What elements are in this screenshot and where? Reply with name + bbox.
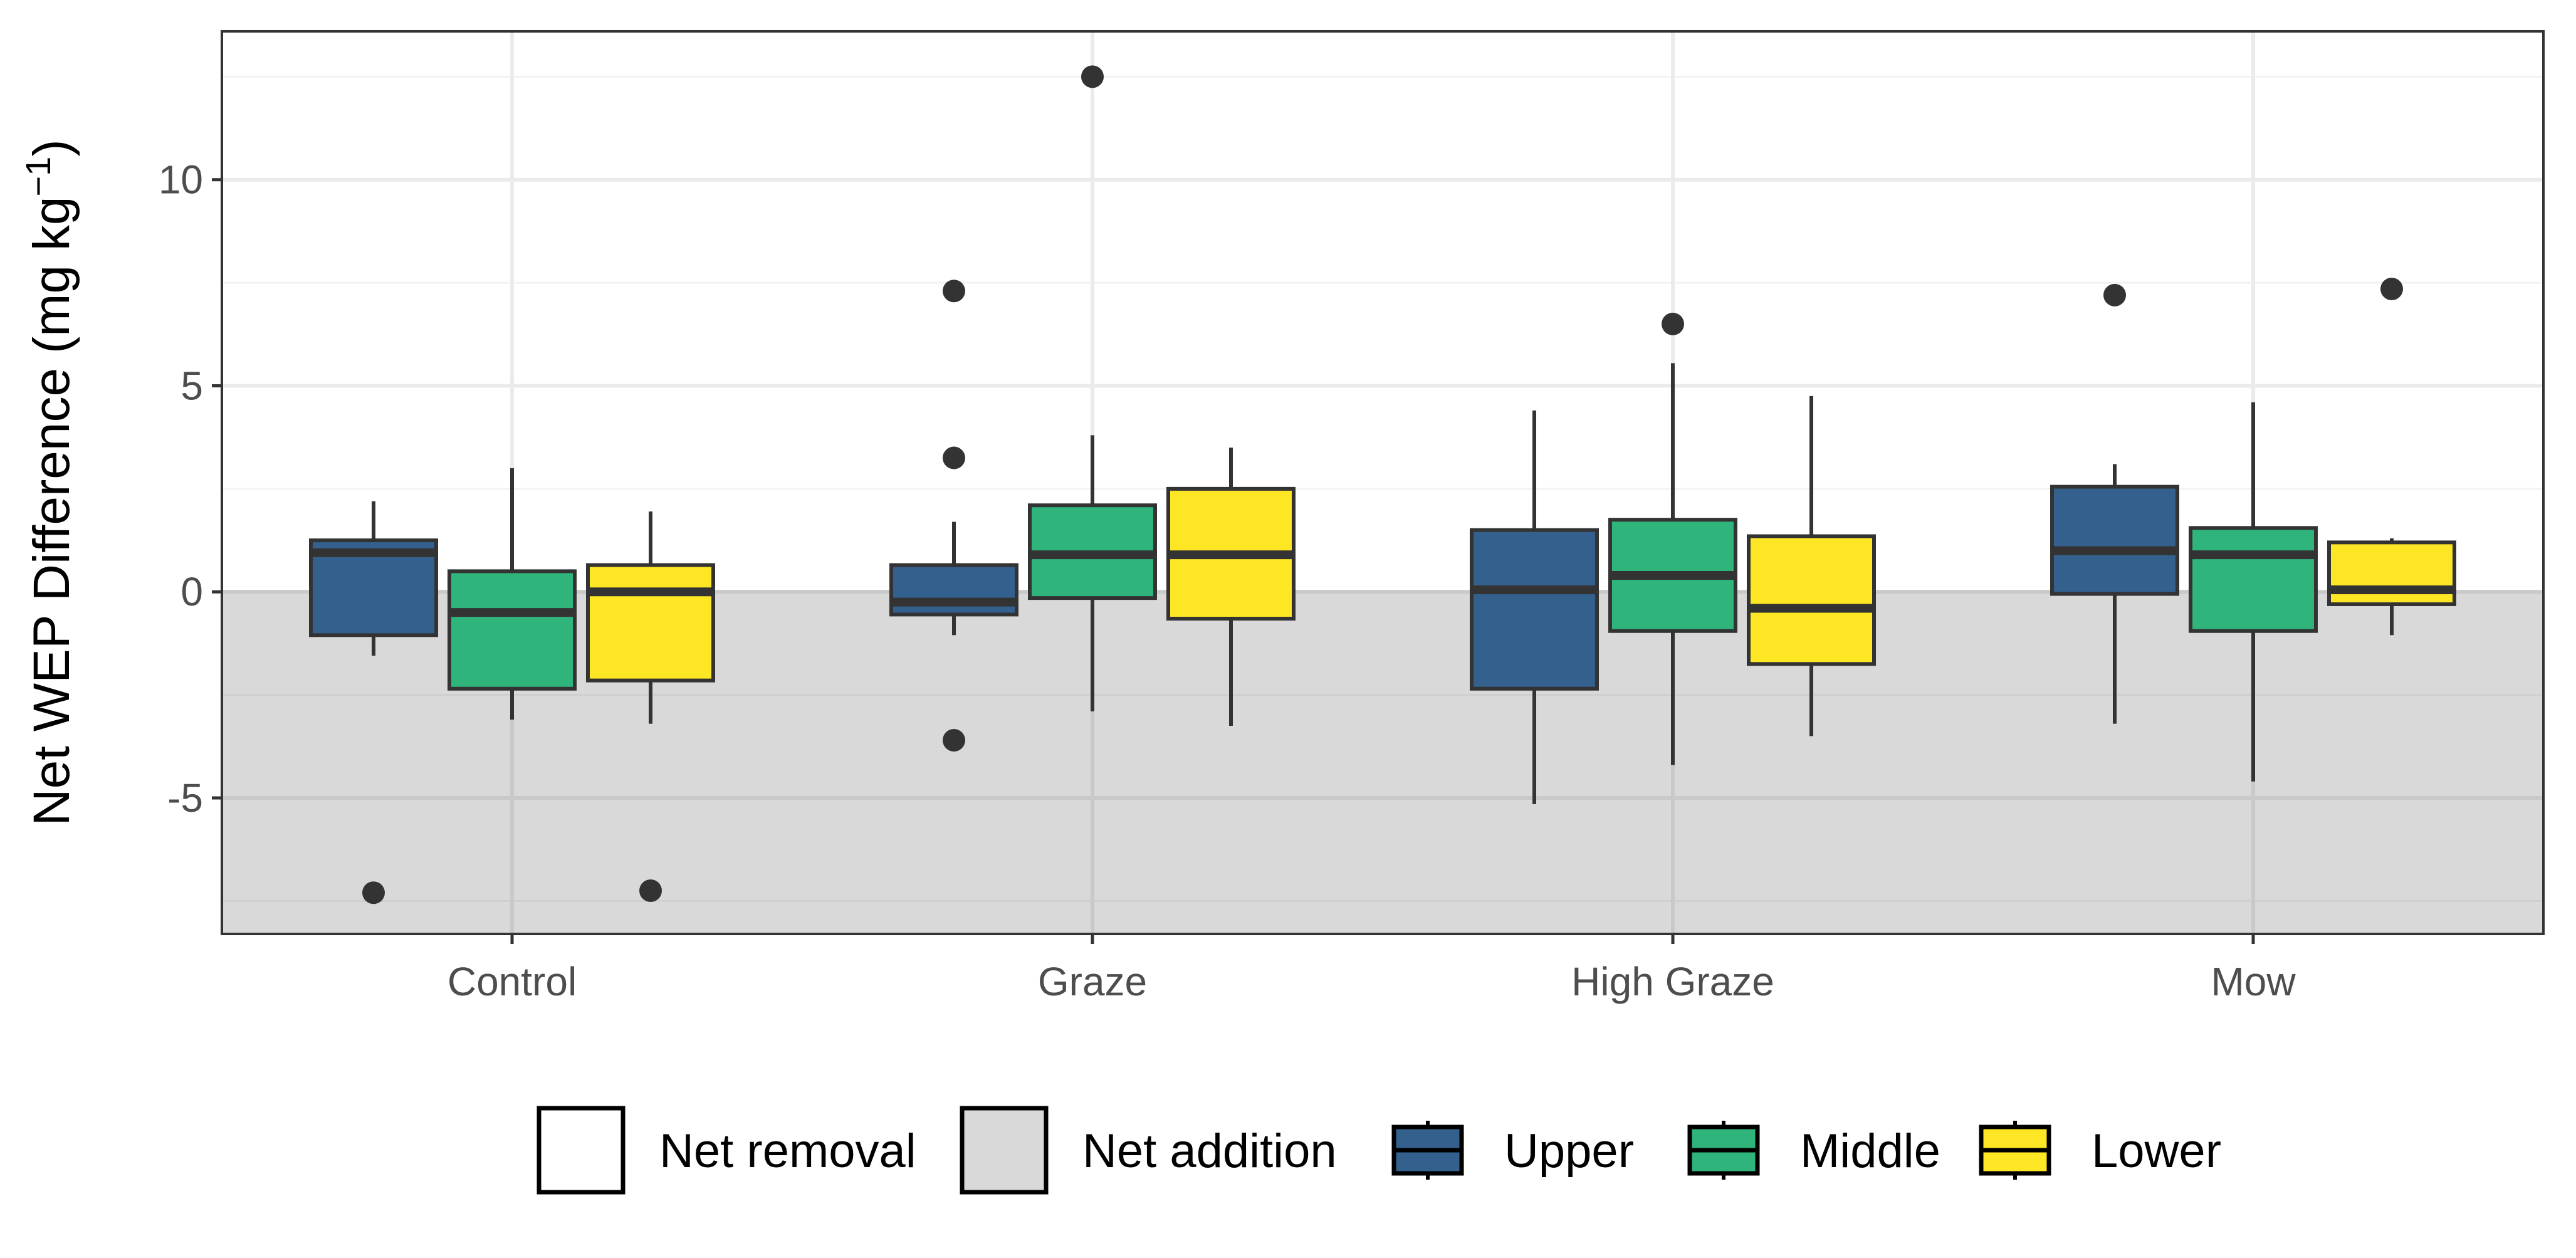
box-lower-control [586, 511, 715, 902]
outlier-point [362, 881, 385, 904]
box-body [2189, 526, 2318, 633]
box-lower-high-graze [1747, 396, 1876, 736]
box-upper-mow [2050, 283, 2179, 724]
box-upper-high-graze [1470, 410, 1599, 804]
legend-item-middle: Middle [1687, 1121, 1940, 1180]
box-body [448, 569, 577, 691]
box-body [2327, 540, 2456, 606]
box-body [889, 563, 1018, 617]
outlier-point [1662, 312, 1684, 335]
box-middle-control [448, 468, 577, 720]
y-tick-label: -5 [167, 775, 203, 820]
box-middle-mow [2189, 402, 2318, 782]
box-middle-high-graze [1608, 312, 1737, 765]
box-body [586, 563, 715, 683]
box-upper-control [309, 501, 438, 904]
y-axis-title-main: Net WEP Difference (mg kg [23, 197, 80, 826]
plot-area [221, 30, 2545, 935]
legend-label: Upper [1504, 1124, 1634, 1178]
y-axis-title: Net WEP Difference (mg kg−1) [18, 139, 80, 826]
box-lower-mow [2327, 277, 2456, 636]
x-tick-label: Mow [2211, 959, 2296, 1004]
box-lower-graze [1166, 448, 1296, 726]
x-axis: Control Graze High Graze Mow [448, 934, 2296, 1004]
panel-border [221, 30, 2545, 935]
x-tick-label: Graze [1038, 959, 1147, 1004]
box-marks [309, 65, 2456, 904]
box-upper-graze [889, 280, 1018, 752]
legend-label: Lower [2092, 1124, 2221, 1178]
x-tick-label: Control [448, 959, 577, 1004]
outlier-point [943, 446, 965, 469]
legend-label: Net removal [659, 1124, 916, 1178]
legend-key [960, 1106, 1049, 1195]
legend-item-net-removal: Net removal [537, 1106, 916, 1195]
legend-label: Net addition [1082, 1124, 1337, 1178]
y-tick-label: 10 [159, 157, 203, 202]
legend: Net removal Net addition Upper Middle Lower [537, 1106, 2221, 1195]
y-axis-title-superscript: −1 [18, 157, 58, 197]
outlier-point [2380, 277, 2403, 300]
outlier-point [1081, 65, 1104, 88]
y-axis: -5 0 5 10 [159, 157, 222, 820]
box-body [1470, 528, 1599, 691]
legend-item-upper: Upper [1391, 1121, 1634, 1180]
box-body [2050, 485, 2179, 596]
legend-item-lower: Lower [1979, 1121, 2221, 1180]
y-axis-title-close: ) [23, 139, 80, 156]
box-middle-graze [1028, 65, 1157, 711]
legend-label: Middle [1800, 1124, 1940, 1178]
outlier-point [943, 728, 965, 752]
box-body [1747, 534, 1876, 666]
y-tick-label: 5 [181, 363, 203, 408]
x-tick-label: High Graze [1571, 959, 1774, 1004]
y-tick-label: 0 [181, 569, 203, 614]
outlier-point [639, 879, 662, 902]
legend-item-net-addition: Net addition [960, 1106, 1337, 1195]
outlier-point [943, 280, 965, 303]
legend-key [537, 1106, 626, 1195]
outlier-point [2103, 283, 2126, 307]
